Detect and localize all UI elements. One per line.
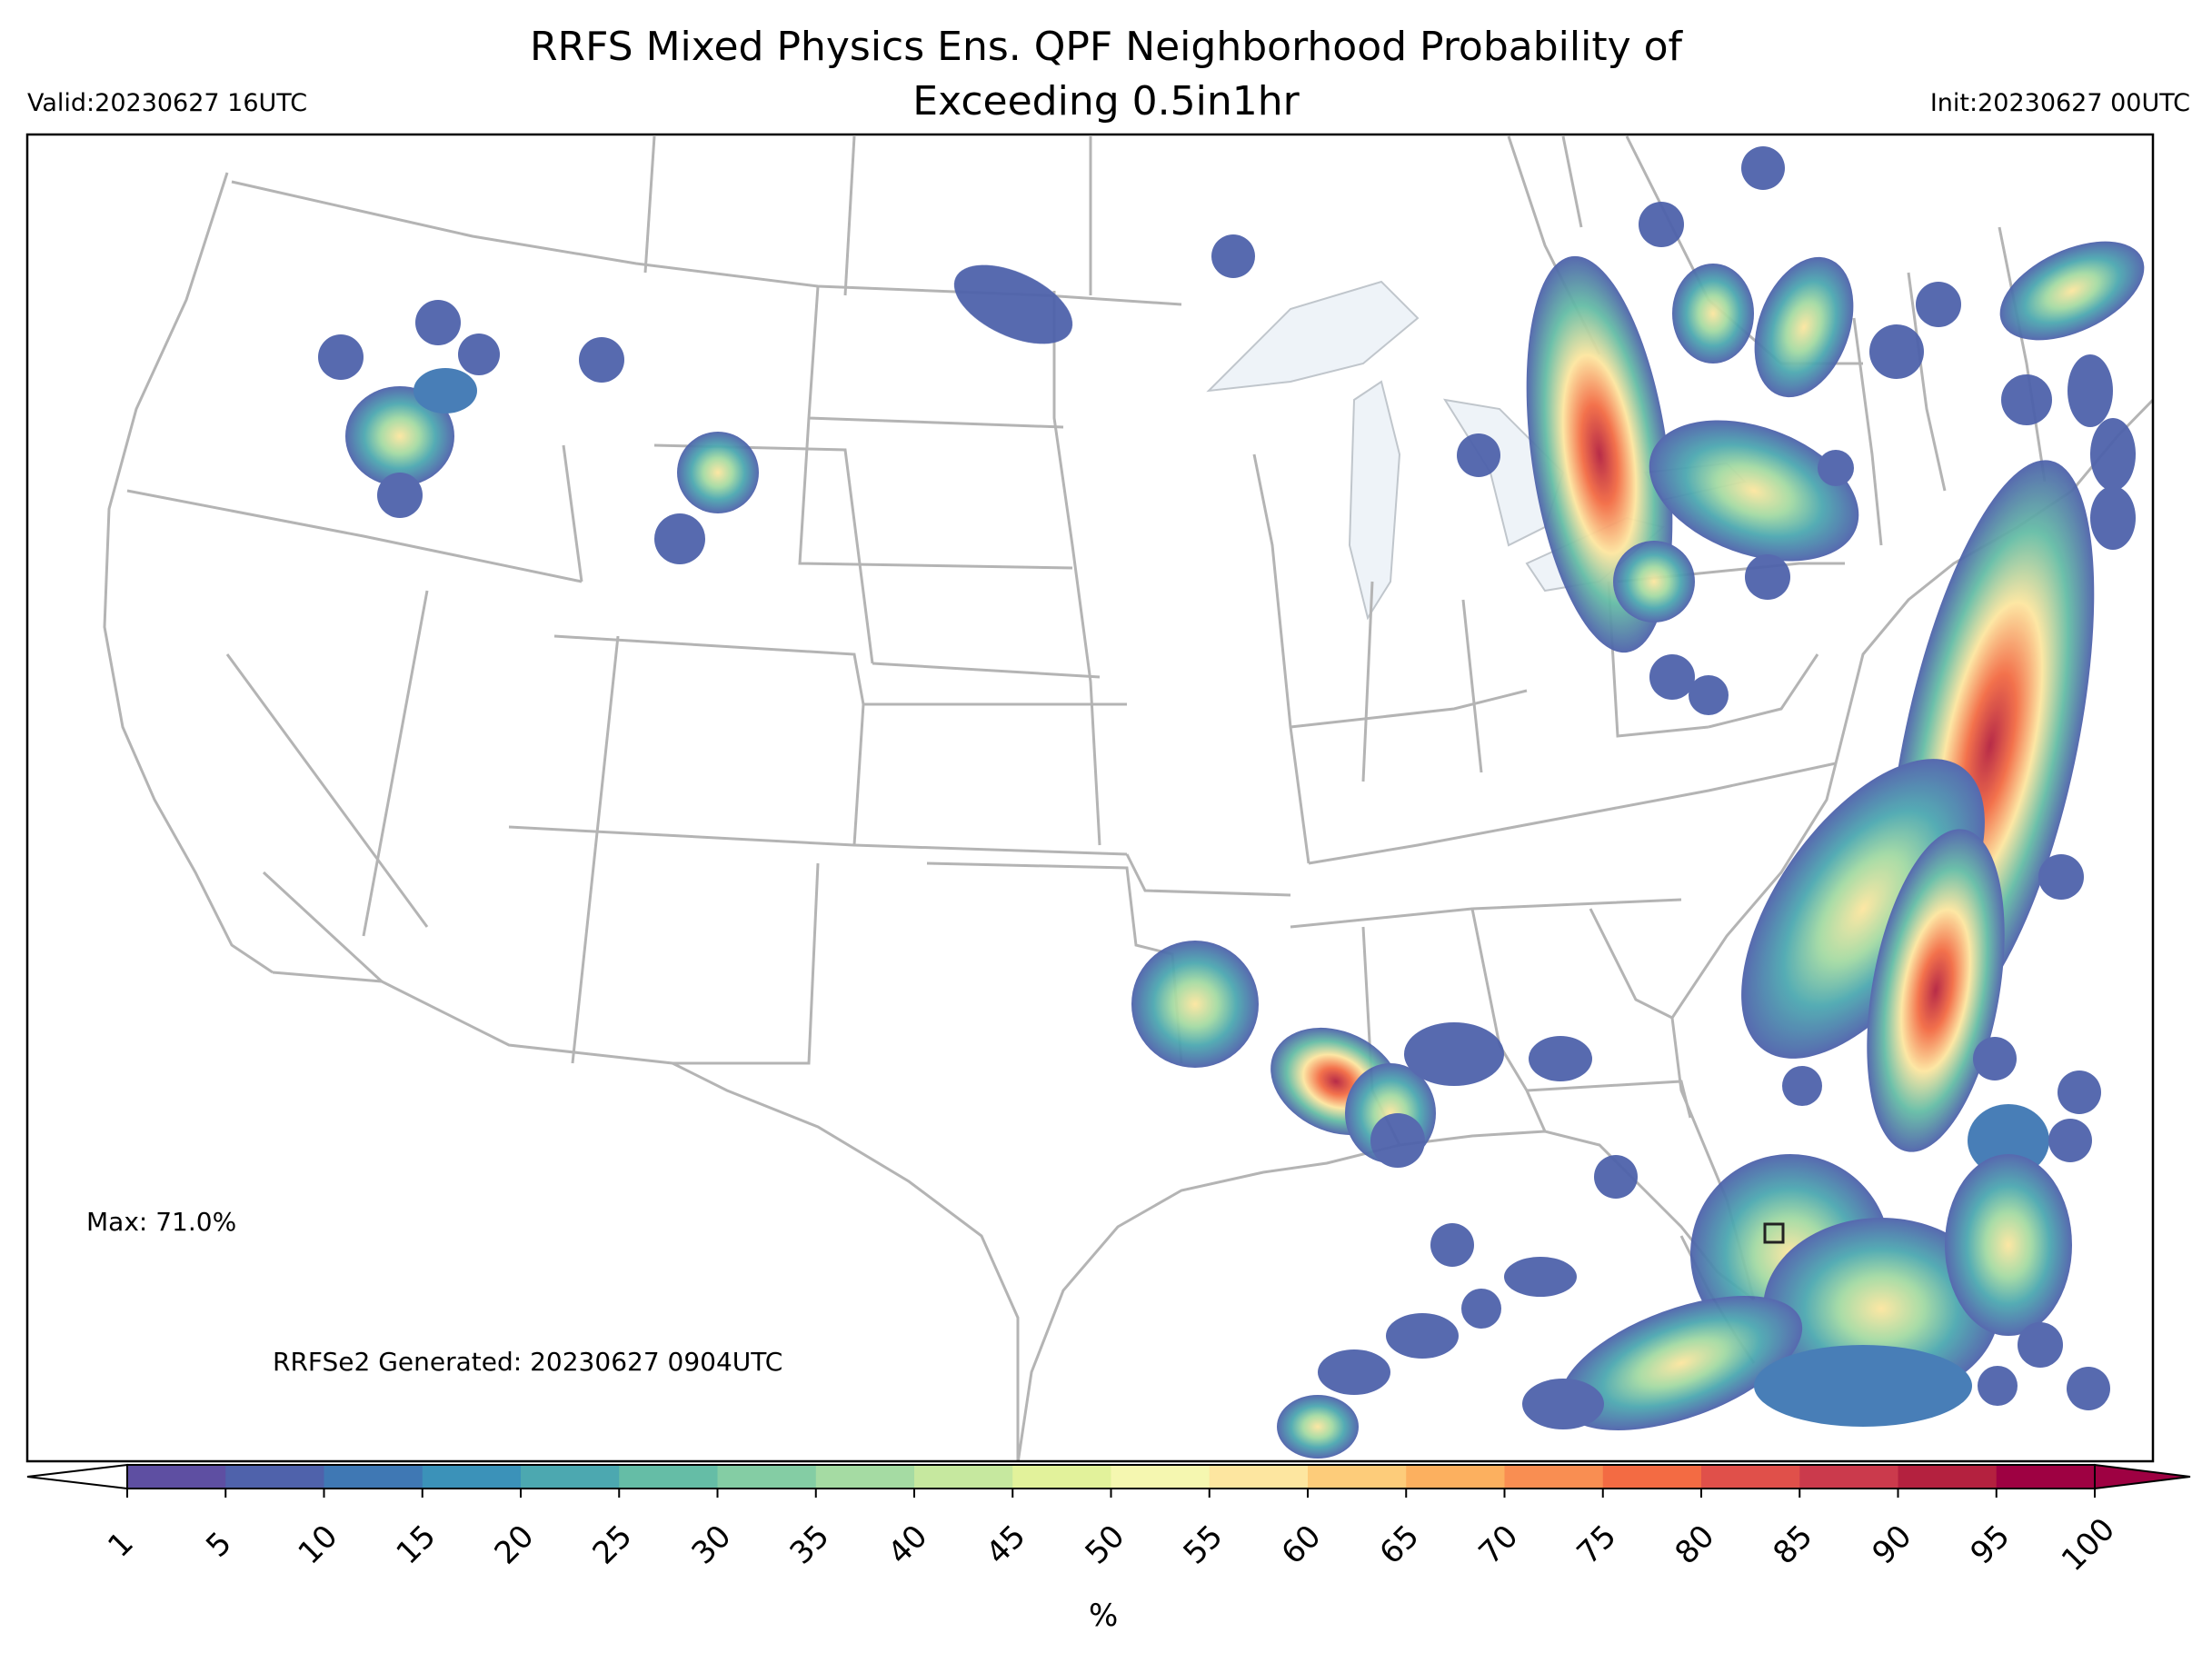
- state-borders: [103, 135, 2153, 1461]
- title-line-1: RRFS Mixed Physics Ens. QPF Neighborhood…: [529, 24, 1683, 70]
- prob-cell: [1504, 1257, 1577, 1297]
- colorbar-extend-low: [26, 1463, 128, 1490]
- prob-cell: [1649, 654, 1695, 700]
- colorbar-unit: %: [1089, 1598, 1119, 1634]
- valid-time-label: Valid:20230627 16UTC: [27, 89, 308, 117]
- max-marker: [1763, 1222, 1785, 1244]
- prob-cell: [345, 386, 454, 486]
- prob-cell: [1741, 759, 1985, 1059]
- prob-cell: [414, 368, 477, 413]
- prob-cell: [1782, 1066, 1822, 1106]
- prob-cell: [1457, 433, 1500, 477]
- prob-cell: [1689, 675, 1729, 715]
- prob-cell: [1430, 1223, 1474, 1267]
- prob-cell: [1968, 1104, 2049, 1177]
- colorbar-segment: [1799, 1465, 1898, 1489]
- prob-cell: [1318, 1349, 1390, 1395]
- prob-cell: [2090, 418, 2136, 491]
- colorbar-segment: [225, 1465, 324, 1489]
- prob-cell: [377, 473, 423, 518]
- prob-cell: [1999, 241, 2145, 341]
- prob-cell: [1522, 1379, 1604, 1429]
- init-time-label: Init:20230627 00UTC: [1929, 89, 2190, 117]
- prob-cell: [1973, 1037, 2017, 1080]
- colorbar-segment: [1996, 1465, 2096, 1489]
- prob-cell: [2038, 854, 2084, 900]
- probability-areas: [318, 146, 2145, 1459]
- prob-cell: [1754, 1345, 1972, 1427]
- prob-cell: [1945, 1154, 2072, 1336]
- prob-cell: [579, 337, 624, 383]
- prob-cell: [1559, 1296, 1803, 1430]
- prob-cell: [654, 513, 705, 564]
- generated-label: RRFSe2 Generated: 20230627 0904UTC: [273, 1347, 783, 1377]
- prob-cell: [677, 432, 759, 513]
- prob-cell: [1131, 941, 1259, 1068]
- prob-cell: [1672, 264, 1754, 363]
- colorbar-segment: [1898, 1465, 1998, 1489]
- colorbar-segment: [324, 1465, 423, 1489]
- prob-cell: [1741, 146, 1785, 190]
- prob-cell: [415, 300, 461, 345]
- colorbar-segment: [1701, 1465, 1800, 1489]
- prob-cell: [2067, 1367, 2110, 1410]
- prob-cell: [1745, 554, 1790, 600]
- map-frame: [25, 133, 2155, 1463]
- prob-cell: [1370, 1113, 1425, 1168]
- prob-cell: [2048, 1119, 2092, 1162]
- prob-cell: [1386, 1313, 1459, 1359]
- colorbar-extend-high: [2094, 1463, 2191, 1490]
- prob-cell: [1211, 234, 1255, 278]
- prob-cell: [2068, 354, 2113, 427]
- prob-cell: [2018, 1322, 2063, 1368]
- colorbar-segment: [1012, 1465, 1111, 1489]
- colorbar-segment: [521, 1465, 620, 1489]
- prob-cell: [1461, 1289, 1501, 1329]
- prob-cell: [1649, 420, 1859, 562]
- colorbar: [26, 1463, 2191, 1498]
- colorbar-segment: [815, 1465, 915, 1489]
- colorbar-segment: [717, 1465, 817, 1489]
- colorbar-segment: [1308, 1465, 1407, 1489]
- prob-cell: [1594, 1155, 1638, 1199]
- prob-cell: [1867, 829, 2005, 1152]
- prob-cell: [2058, 1070, 2101, 1114]
- colorbar-segment: [1111, 1465, 1211, 1489]
- prob-cell: [1818, 450, 1854, 486]
- chart-title: RRFS Mixed Physics Ens. QPF Neighborhood…: [0, 20, 2212, 129]
- colorbar-segment: [1406, 1465, 1505, 1489]
- prob-cell: [1529, 1036, 1592, 1081]
- prob-cell: [318, 334, 364, 380]
- prob-cell: [1978, 1366, 2018, 1406]
- prob-cell: [1404, 1022, 1504, 1086]
- title-line-2: Exceeding 0.5in1hr: [912, 78, 1300, 124]
- colorbar-segment: [422, 1465, 522, 1489]
- prob-cell: [2090, 486, 2136, 550]
- prob-cell: [1754, 256, 1854, 398]
- colorbar-segment: [619, 1465, 718, 1489]
- prob-cell: [1613, 541, 1695, 622]
- prob-cell: [1277, 1395, 1359, 1459]
- map-area: [103, 135, 2153, 1461]
- colorbar-segment: [1504, 1465, 1604, 1489]
- prob-cell: [953, 264, 1073, 344]
- max-label: Max: 71.0%: [86, 1207, 237, 1237]
- prob-cell: [458, 334, 500, 375]
- prob-cell: [1639, 202, 1684, 247]
- prob-cell: [1916, 282, 1961, 327]
- prob-cell: [2001, 374, 2052, 425]
- colorbar-segment: [1209, 1465, 1309, 1489]
- prob-cell: [1869, 324, 1924, 379]
- colorbar-segment: [127, 1465, 226, 1489]
- colorbar-segment: [1602, 1465, 1702, 1489]
- colorbar-segment: [914, 1465, 1013, 1489]
